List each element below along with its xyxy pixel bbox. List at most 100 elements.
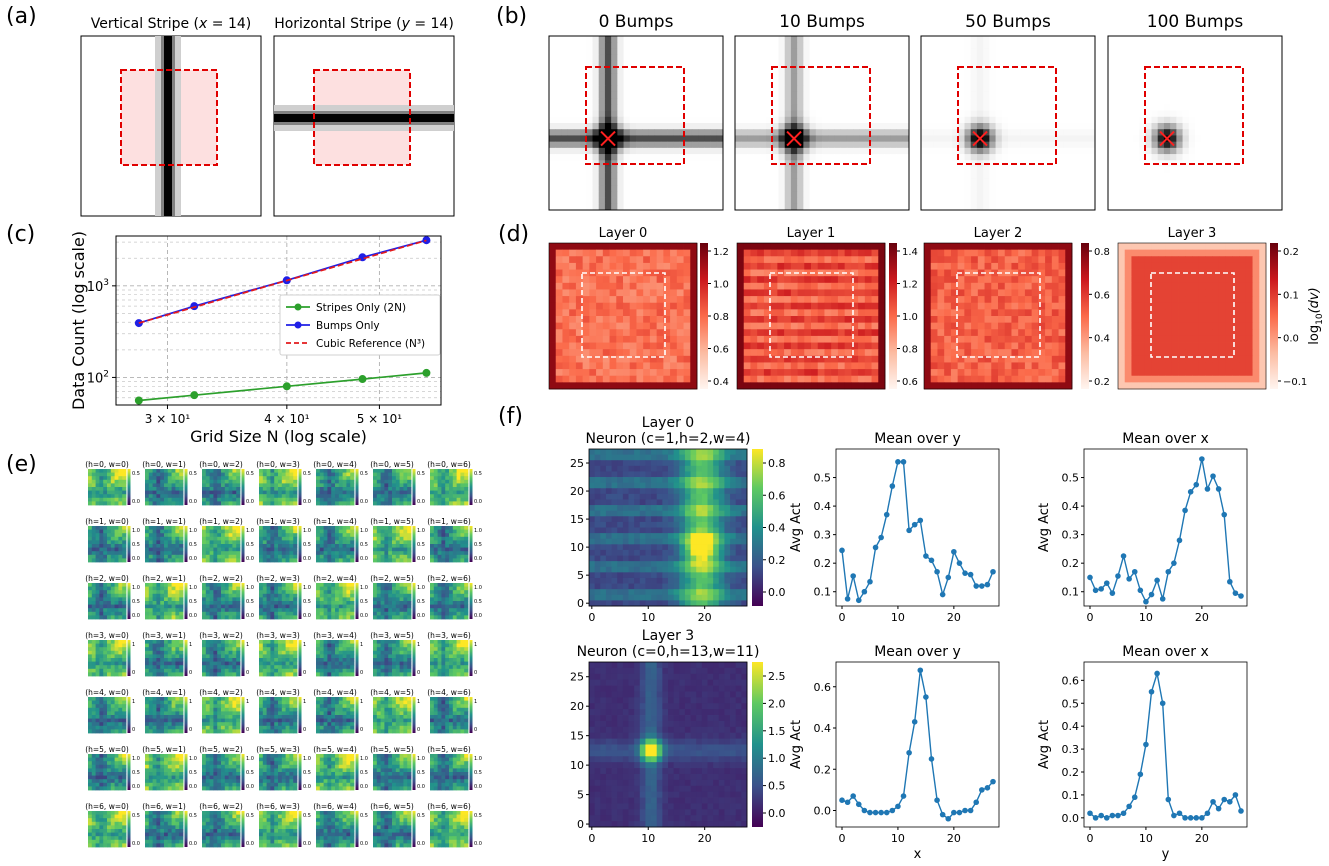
tile-title: (h=4, w=2) bbox=[199, 688, 243, 697]
heatmap-title: Layer 0 bbox=[642, 415, 694, 431]
tile-colorbar-label: 0.5 bbox=[246, 471, 254, 477]
heatmap-x-tick-label: 0 bbox=[588, 832, 595, 845]
tile-colorbar-label: 0 bbox=[417, 670, 420, 676]
tile-heatmap bbox=[202, 469, 241, 506]
tile-heatmap bbox=[430, 697, 469, 734]
panel-b-heatmap bbox=[921, 36, 1096, 211]
legend-marker bbox=[294, 303, 302, 311]
tile-colorbar-label: 0.5 bbox=[474, 471, 482, 477]
colorbar bbox=[700, 243, 708, 389]
tile-colorbar-label: 0.0 bbox=[189, 613, 197, 619]
tile-title: (h=6, w=4) bbox=[313, 802, 357, 811]
heatmap-y-tick-label: 15 bbox=[570, 730, 584, 743]
panel-d-heatmap bbox=[737, 243, 886, 390]
tile-title: (h=1, w=0) bbox=[85, 517, 129, 526]
tile-title: (h=3, w=6) bbox=[427, 631, 471, 640]
heatmap-title: Layer 3 bbox=[642, 628, 694, 644]
data-point bbox=[923, 694, 929, 700]
tile-colorbar-label: 0.5 bbox=[360, 813, 368, 819]
panel-label-e: (e) bbox=[6, 452, 37, 477]
tile-colorbar bbox=[412, 583, 416, 619]
data-point bbox=[1131, 568, 1138, 575]
panel-d: Layer 0 1.2 1.0 0.8 0.6 0.4 Layer 1 1.4 1.2 1.0 0.… bbox=[548, 226, 1325, 390]
tile-colorbar-label: 1.0 bbox=[246, 528, 254, 534]
y-axis-label: Data Count (log scale) bbox=[69, 231, 88, 410]
x-tick-label: 4 × 10¹ bbox=[264, 412, 310, 426]
data-point bbox=[967, 571, 974, 578]
tile-colorbar-label: 0.0 bbox=[189, 499, 197, 505]
data-point bbox=[1131, 794, 1138, 801]
panel-d-frame bbox=[736, 242, 886, 390]
tile-colorbar bbox=[184, 754, 188, 790]
tile-colorbar-label: 1 bbox=[189, 642, 192, 648]
tile-title: (h=5, w=0) bbox=[85, 745, 129, 754]
data-point bbox=[1215, 805, 1222, 812]
data-point bbox=[1098, 812, 1104, 819]
heatmap-y-tick-label: 5 bbox=[577, 569, 584, 582]
data-point bbox=[861, 588, 868, 595]
tile-colorbar-label: 0.0 bbox=[132, 613, 140, 619]
colorbar bbox=[889, 243, 897, 389]
tile-colorbar-label: 0 bbox=[360, 727, 363, 733]
tile-colorbar bbox=[184, 697, 188, 733]
colorbar-tick-label: 0.6 bbox=[713, 345, 729, 356]
tile-colorbar-label: 1.0 bbox=[474, 585, 482, 591]
x-tick-label: 3 × 10¹ bbox=[145, 412, 191, 426]
tile-colorbar bbox=[298, 754, 302, 790]
tile-heatmap bbox=[145, 583, 184, 620]
y-tick-label: 0.6 bbox=[1062, 674, 1080, 687]
tile-heatmap bbox=[373, 697, 412, 734]
tile-colorbar bbox=[469, 754, 473, 790]
data-point bbox=[282, 382, 291, 391]
tile-colorbar bbox=[355, 697, 359, 733]
tile-colorbar-label: 1 bbox=[246, 642, 249, 648]
tile-colorbar bbox=[298, 640, 302, 676]
data-point bbox=[1154, 670, 1160, 677]
center-x-marker bbox=[972, 130, 988, 147]
tile-heatmap bbox=[88, 640, 127, 677]
data-point bbox=[1210, 798, 1216, 805]
tile-colorbar bbox=[241, 526, 245, 562]
data-point bbox=[990, 778, 996, 785]
series-line-cubic-reference-n- bbox=[138, 239, 427, 324]
data-point bbox=[911, 719, 918, 725]
colorbar-tick-label: 1.0 bbox=[902, 312, 918, 323]
tile-colorbar-label: 0.0 bbox=[303, 613, 311, 619]
panel-d-dashed-box bbox=[1150, 272, 1235, 358]
data-point bbox=[1115, 812, 1121, 819]
tile-colorbar-label: 0.0 bbox=[189, 784, 197, 790]
tile-heatmap bbox=[259, 754, 298, 791]
panel-label-d: (d) bbox=[498, 222, 530, 247]
colorbar-tick-label: 0.8 bbox=[902, 345, 918, 356]
panel-a-dashed-box bbox=[120, 69, 218, 166]
x-tick-label: 10 bbox=[1139, 832, 1153, 845]
tile-colorbar-label: 0.0 bbox=[417, 784, 425, 790]
data-point bbox=[945, 815, 952, 822]
tile-colorbar-label: 0.5 bbox=[303, 770, 311, 776]
data-point bbox=[1137, 587, 1144, 594]
data-point bbox=[1182, 815, 1188, 821]
data-point bbox=[1098, 586, 1104, 592]
panel-b-title: 100 Bumps bbox=[1147, 12, 1244, 32]
tile-heatmap bbox=[430, 640, 469, 677]
tile-title: (h=3, w=1) bbox=[142, 631, 186, 640]
y-tick-label: 0.1 bbox=[1062, 789, 1080, 802]
tile-heatmap bbox=[373, 640, 412, 677]
colorbar-tick-label: 0.2 bbox=[1094, 377, 1110, 388]
tile-title: (h=4, w=0) bbox=[85, 688, 129, 697]
tile-colorbar-label: 0.0 bbox=[132, 784, 140, 790]
data-point bbox=[1115, 573, 1121, 579]
tile-colorbar bbox=[469, 469, 473, 505]
heatmap-y-tick-label: 25 bbox=[570, 457, 584, 470]
tile-title: (h=0, w=4) bbox=[313, 460, 357, 469]
data-point bbox=[1221, 511, 1228, 518]
tile-title: (h=4, w=3) bbox=[256, 688, 300, 697]
tile-colorbar-label: 0.0 bbox=[417, 841, 425, 847]
line-plot-title: Mean over y bbox=[874, 644, 961, 660]
tile-colorbar bbox=[241, 697, 245, 733]
heatmap-x-tick-label: 10 bbox=[641, 832, 655, 845]
data-point bbox=[979, 583, 985, 589]
panel-d-title: Layer 3 bbox=[1168, 226, 1217, 241]
data-point bbox=[1232, 792, 1239, 798]
tile-title: (h=4, w=5) bbox=[370, 688, 414, 697]
